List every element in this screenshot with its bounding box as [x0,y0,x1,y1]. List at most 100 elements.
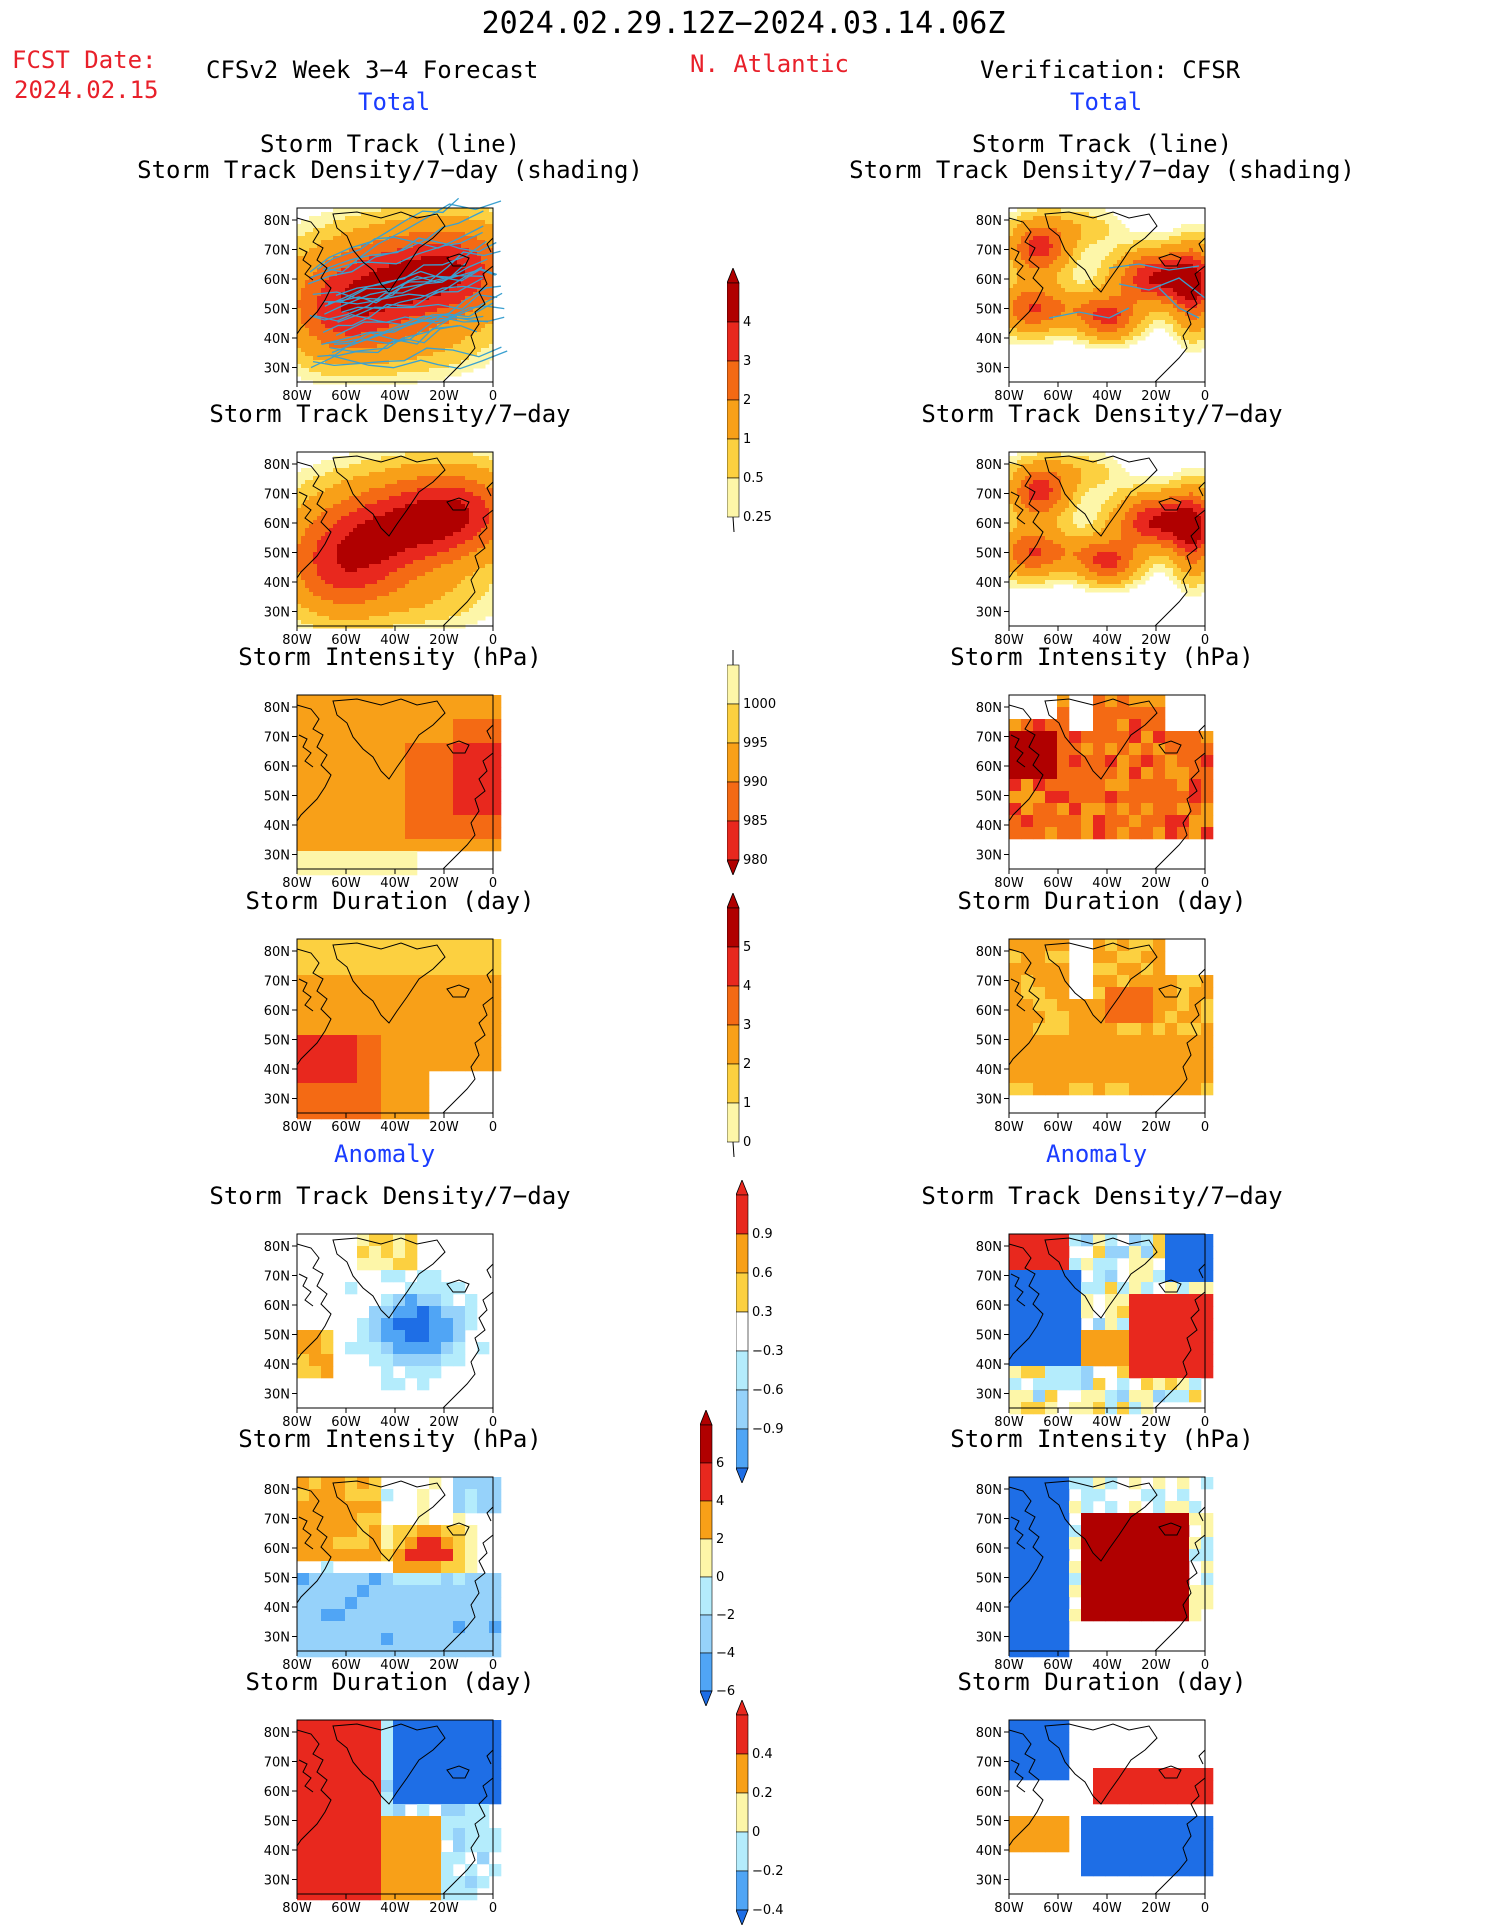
shading-cell [397,488,402,493]
shading-cell [449,460,454,465]
shading-cell [397,492,402,497]
shading-cell [321,308,326,313]
shading-cell [337,552,342,557]
shading-cell [349,528,354,533]
shading-cell [325,552,330,557]
shading-cell [321,216,326,221]
shading-cell [421,516,426,521]
shading-cell [305,524,310,529]
shading-cell [1145,276,1150,281]
shading-cell [481,536,486,541]
shading-cell [1133,288,1138,293]
shading-cell [1053,276,1058,281]
shading-cell [297,348,302,353]
shading-cell [1069,304,1074,309]
shading-cell [361,220,366,225]
shading-cell [461,492,466,497]
shading-cell [369,476,374,481]
shading-cell [309,272,314,277]
shading-cell [389,208,394,213]
shading-cell [465,480,470,485]
shading-cell [317,524,322,529]
shading-cell [313,344,318,349]
shading-cell [477,216,482,221]
shading-cell [1049,272,1054,277]
shading-cell [1041,224,1046,229]
shading-cell [1029,292,1034,297]
shading-cell [1097,220,1102,225]
shading-cell [333,500,338,505]
shading-cell [1057,336,1062,341]
shading-cell [373,548,378,553]
shading-cell [421,232,426,237]
shading-cell [1141,260,1146,265]
shading-cell [441,216,446,221]
shading-cell [301,224,306,229]
shading-cell [485,328,490,333]
shading-cell [333,508,338,513]
shading-cell [473,488,478,493]
shading-cell [297,552,302,557]
shading-cell [1037,240,1042,245]
shading-cell [1197,312,1202,317]
shading-cell [305,528,310,533]
shading-cell [1169,292,1174,297]
shading-cell [1085,248,1090,253]
shading-cell [393,552,398,557]
shading-cell [1177,236,1182,241]
shading-cell [349,236,354,241]
shading-cell [1009,264,1014,269]
shading-cell [1069,232,1074,237]
shading-cell [1125,240,1130,245]
shading-cell [1161,240,1166,245]
shading-cell [357,328,362,333]
shading-cell [329,480,334,485]
shading-cell [449,220,454,225]
shading-cell [313,324,318,329]
shading-cell [469,460,474,465]
shading-cell [481,328,486,333]
shading-cell [1065,280,1070,285]
shading-cell [1041,276,1046,281]
shading-cell [345,516,350,521]
shading-cell [369,504,374,509]
shading-cell [313,216,318,221]
shading-cell [1125,332,1130,337]
shading-cell [469,488,474,493]
shading-cell [1149,300,1154,305]
shading-cell [449,476,454,481]
shading-cell [373,356,378,361]
shading-cell [373,500,378,505]
shading-cell [369,492,374,497]
shading-cell [329,360,334,365]
shading-cell [1041,228,1046,233]
shading-cell [453,356,458,361]
shading-cell [349,276,354,281]
shading-cell [1189,248,1194,253]
shading-cell [381,504,386,509]
shading-cell [477,488,482,493]
shading-cell [1109,296,1114,301]
shading-cell [1149,256,1154,261]
shading-cell [1097,332,1102,337]
shading-cell [1013,316,1018,321]
shading-cell [365,512,370,517]
shading-cell [385,256,390,261]
shading-cell [341,284,346,289]
shading-cell [473,540,478,545]
shading-cell [305,368,310,373]
shading-cell [481,280,486,285]
shading-cell [321,368,326,373]
shading-cell [381,372,386,377]
shading-cell [409,344,414,349]
shading-cell [465,212,470,217]
shading-cell [1181,292,1186,297]
shading-cell [1049,284,1054,289]
shading-cell [1041,304,1046,309]
shading-cell [345,540,350,545]
shading-cell [313,300,318,305]
shading-cell [1177,244,1182,249]
shading-cell [453,484,458,489]
shading-cell [1085,236,1090,241]
shading-cell [405,492,410,497]
